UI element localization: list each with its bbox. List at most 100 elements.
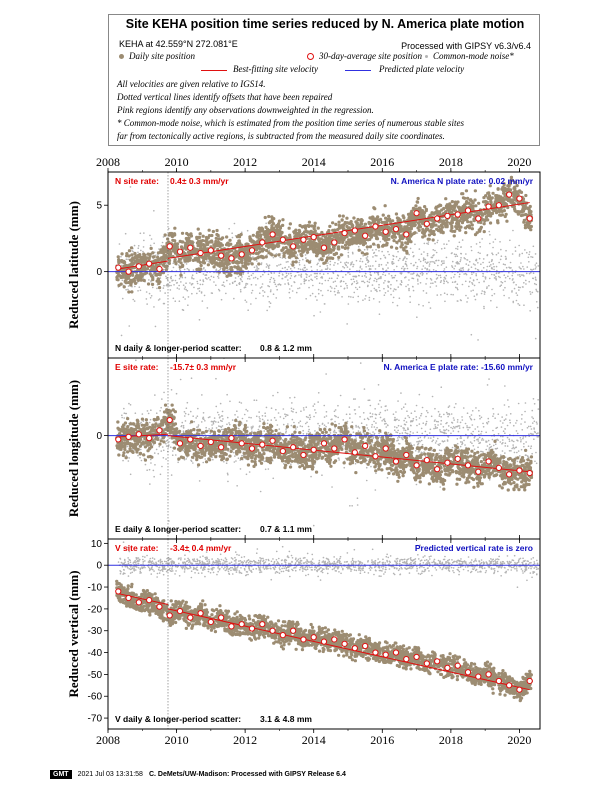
y-tick-label: -30 bbox=[88, 626, 103, 637]
average-point bbox=[331, 239, 338, 246]
average-point bbox=[115, 588, 122, 595]
plate-rate-label-east: N. America E plate rate: -15.60 mm/yr bbox=[384, 362, 534, 372]
legend-box: Site KEHA position time series reduced b… bbox=[108, 14, 540, 146]
average-point bbox=[382, 445, 389, 452]
average-point bbox=[413, 462, 420, 469]
y-axis-label-north: Reduced latitude (mm) bbox=[66, 201, 81, 329]
average-point bbox=[454, 662, 461, 669]
average-point bbox=[403, 451, 410, 459]
y-axis-label-vertical: Reduced vertical (mm) bbox=[66, 570, 81, 697]
note-common-mode: * Common-mode noise, which is estimated … bbox=[117, 118, 465, 128]
y-tick-label: -60 bbox=[88, 692, 103, 703]
average-point bbox=[269, 627, 276, 634]
average-point bbox=[485, 203, 492, 210]
average-point bbox=[526, 677, 533, 685]
average-point bbox=[300, 636, 307, 643]
average-point bbox=[341, 436, 348, 443]
scatter-value-east: 0.7 & 1.1 mm bbox=[260, 524, 312, 534]
y-axis-label-east: Reduced longitude (mm) bbox=[66, 380, 81, 517]
average-point bbox=[341, 640, 348, 647]
x-tick-label-top: 2012 bbox=[233, 155, 257, 169]
legend-common-mode: Common-mode noise* bbox=[433, 51, 514, 61]
x-tick-label-top: 2014 bbox=[302, 155, 326, 169]
scatter-label-vertical: V daily & longer-period scatter: bbox=[115, 714, 241, 724]
average-point bbox=[331, 636, 338, 643]
average-point bbox=[516, 686, 523, 693]
average-point bbox=[207, 247, 214, 254]
y-tick-label: 5 bbox=[96, 201, 102, 212]
average-point bbox=[310, 634, 317, 641]
x-tick-label-top: 2008 bbox=[96, 155, 120, 169]
average-point bbox=[125, 268, 132, 275]
average-point bbox=[434, 466, 441, 473]
legend-30day: 30-day-average site position bbox=[319, 51, 422, 61]
note-velocities: All velocities are given relative to IGS… bbox=[117, 79, 266, 89]
average-point bbox=[495, 677, 502, 685]
average-point bbox=[248, 247, 256, 254]
y-tick-label: 0 bbox=[96, 431, 102, 442]
average-point bbox=[526, 469, 533, 477]
average-point bbox=[464, 462, 472, 469]
average-point bbox=[228, 623, 235, 630]
daily-positions-east bbox=[115, 403, 534, 492]
average-point bbox=[320, 244, 328, 251]
average-point bbox=[135, 263, 142, 270]
average-point bbox=[413, 210, 420, 217]
note-offsets: Dotted vertical lines identify offsets t… bbox=[117, 92, 333, 102]
average-point bbox=[506, 471, 513, 478]
panel-vertical: 10 0 -10 -20 -30 -40 -50 -60 -70 Reduced vertical… bbox=[66, 535, 541, 733]
average-point bbox=[259, 621, 266, 628]
average-point bbox=[351, 645, 358, 652]
average-point bbox=[290, 627, 297, 634]
plate-rate-label-vertical: Predicted vertical rate is zero bbox=[415, 543, 533, 553]
average-point bbox=[382, 651, 389, 658]
legend-daily: Daily site position bbox=[129, 51, 195, 61]
average-point bbox=[238, 621, 245, 628]
average-point bbox=[156, 603, 163, 610]
y-tick-label: 0 bbox=[96, 561, 102, 572]
average-point bbox=[259, 441, 266, 448]
average-point bbox=[444, 664, 451, 671]
average-circle-icon bbox=[307, 53, 314, 60]
average-point bbox=[228, 255, 235, 262]
average-point bbox=[495, 464, 502, 471]
x-tick-label-bottom: 2008 bbox=[96, 733, 120, 747]
average-point bbox=[197, 610, 204, 617]
average-point bbox=[392, 649, 400, 656]
average-point bbox=[310, 446, 317, 453]
plate-line-icon bbox=[345, 70, 371, 71]
average-point bbox=[279, 236, 286, 243]
average-point bbox=[300, 451, 307, 459]
x-tick-label-bottom: 2016 bbox=[370, 733, 394, 747]
fit-line-vertical-0 bbox=[118, 593, 169, 606]
average-point bbox=[526, 215, 533, 222]
average-point bbox=[156, 265, 163, 273]
average-point bbox=[320, 440, 328, 447]
scatter-value-vertical: 3.1 & 4.8 mm bbox=[260, 714, 312, 724]
footer-timestamp: 2021 Jul 03 13:31:58 bbox=[77, 771, 143, 778]
y-tick-label: -50 bbox=[88, 670, 103, 681]
note-common-mode-2: far from tectonically active regions, is… bbox=[117, 131, 445, 141]
average-point bbox=[362, 642, 369, 650]
y-tick-label: 10 bbox=[91, 539, 103, 550]
average-point bbox=[413, 653, 420, 661]
average-point bbox=[197, 442, 204, 450]
average-point bbox=[320, 638, 328, 645]
site-rate-label-north: N site rate: bbox=[115, 176, 159, 186]
average-point bbox=[372, 223, 379, 230]
panel-east: 0 Reduced longitude (mm) E site rate: -15.7… bbox=[66, 354, 541, 543]
footer: GMT 2021 Jul 03 13:31:58 C. DeMets/UW-Ma… bbox=[50, 770, 346, 779]
average-point bbox=[454, 211, 461, 218]
average-point bbox=[269, 231, 276, 238]
average-point bbox=[341, 230, 348, 237]
site-rate-value-east: -15.7± 0.3 mm/yr bbox=[170, 362, 237, 372]
scatter-value-north: 0.8 & 1.2 mm bbox=[260, 343, 312, 353]
average-point bbox=[176, 440, 184, 447]
average-point bbox=[372, 453, 379, 460]
average-point bbox=[146, 597, 153, 604]
x-tick-label-top: 2010 bbox=[165, 155, 189, 169]
legend-predicted: Predicted plate velocity bbox=[379, 64, 465, 74]
common-mode-dot-icon bbox=[425, 55, 428, 58]
average-point bbox=[475, 215, 482, 222]
average-point bbox=[248, 625, 256, 632]
